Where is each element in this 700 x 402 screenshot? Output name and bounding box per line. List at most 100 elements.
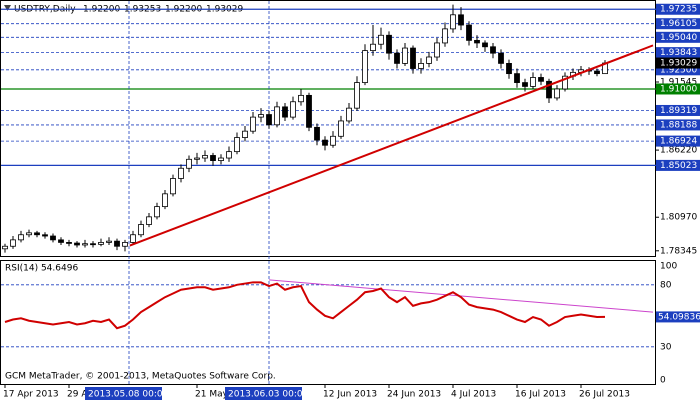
rsi-tick-label: 80 xyxy=(660,280,672,290)
candle-body xyxy=(282,106,288,118)
current-price-label: 1.93029 xyxy=(660,59,697,69)
candle-body xyxy=(530,77,536,87)
level-label-box xyxy=(656,3,700,15)
candle-body xyxy=(154,206,160,218)
x-tick-label: 26 Jul 2013 xyxy=(579,390,630,400)
candle-body xyxy=(18,234,24,241)
candle-body xyxy=(402,47,408,64)
current-price-box xyxy=(656,57,700,69)
candle-body xyxy=(58,239,64,243)
candle-body xyxy=(34,232,40,236)
x-tick-label: 21 May 2013 xyxy=(195,390,254,400)
rsi-title: RSI(14) 54.6496 xyxy=(5,264,78,274)
candle-body xyxy=(74,242,80,246)
x-tick-label: 4 Jul 2013 xyxy=(451,390,496,400)
candle-body xyxy=(378,34,384,45)
candle-body xyxy=(186,158,192,169)
rsi-tick-label: 0 xyxy=(660,376,666,386)
candle-body xyxy=(474,39,480,44)
candle-body xyxy=(314,126,320,141)
level-label: 1.88188 xyxy=(660,120,697,130)
crosshair-label: 2013.06.03 00:00 xyxy=(228,390,309,400)
panel-icon xyxy=(4,5,11,11)
y-tick-label: 1.78345 xyxy=(660,246,697,256)
level-label-box xyxy=(656,18,700,30)
candle-body xyxy=(26,232,32,236)
candle-body xyxy=(218,157,224,161)
crosshair-label: 2013.05.08 00:00 xyxy=(88,390,169,400)
y-tick-label: 1.86220 xyxy=(660,146,697,156)
candle-body xyxy=(2,245,8,250)
candle-body xyxy=(330,135,336,146)
candle-body xyxy=(178,167,184,179)
candle-body xyxy=(322,139,328,146)
candle-body xyxy=(466,24,472,41)
candle-body xyxy=(146,216,152,225)
level-label: 1.92500 xyxy=(660,65,697,75)
candle-body xyxy=(594,70,600,75)
level-label: 1.85023 xyxy=(660,161,697,171)
level-label: 1.89319 xyxy=(660,106,697,116)
candle-body xyxy=(210,155,216,161)
level-label-box xyxy=(656,83,700,95)
x-tick-label: 12 Jun 2013 xyxy=(323,390,377,400)
candle-body xyxy=(162,193,168,208)
candle-body xyxy=(306,94,312,128)
candle-body xyxy=(450,14,456,30)
y-tick-label: 1.80970 xyxy=(660,213,697,223)
candle-body xyxy=(506,63,512,75)
candle-body xyxy=(490,46,496,54)
candle-body xyxy=(66,242,72,244)
level-label-box xyxy=(656,31,700,43)
level-label-box xyxy=(656,119,700,131)
candle-body xyxy=(122,242,128,247)
level-label-box xyxy=(656,135,700,147)
candle-body xyxy=(290,101,296,118)
candle-body xyxy=(394,52,400,64)
level-label-box xyxy=(656,104,700,116)
candle-body xyxy=(354,82,360,109)
candle-body xyxy=(562,75,568,90)
candle-body xyxy=(482,42,488,48)
level-label: 1.91000 xyxy=(660,84,697,94)
candle-body xyxy=(170,178,176,195)
candle-body xyxy=(522,82,528,87)
candle-body xyxy=(362,50,368,83)
candle-body xyxy=(10,239,16,247)
candle-body xyxy=(50,235,56,241)
candle-body xyxy=(242,130,248,138)
level-label-box xyxy=(656,47,700,59)
candle-body xyxy=(130,234,136,243)
footer: GCM MetaTrader, © 2001-2013, MetaQuotes … xyxy=(5,372,276,382)
price-panel xyxy=(0,0,656,257)
candle-body xyxy=(338,120,344,137)
trendline xyxy=(129,44,654,247)
candle-body xyxy=(554,88,560,99)
candle-body xyxy=(426,56,432,64)
candle-body xyxy=(250,116,256,132)
level-label-box xyxy=(656,159,700,171)
x-tick-label: 24 Jun 2013 xyxy=(387,390,441,400)
rsi-trendline xyxy=(268,279,654,313)
level-label: 1.86924 xyxy=(660,137,697,147)
x-tick-label: 17 Apr 2013 xyxy=(3,390,59,400)
level-label: 1.93843 xyxy=(660,48,697,58)
level-label-box xyxy=(656,64,700,76)
crosshair-label-box xyxy=(85,387,162,400)
candle-body xyxy=(458,14,464,26)
candle-body xyxy=(114,240,120,247)
rsi-current-box xyxy=(656,311,700,323)
candle-body xyxy=(274,106,280,126)
rsi-line xyxy=(4,281,606,330)
rsi-current-label: 54.09836 xyxy=(658,312,700,322)
candle-body xyxy=(546,80,552,99)
candle-body xyxy=(106,240,112,243)
candle-body xyxy=(514,73,520,83)
candle-body xyxy=(386,34,392,54)
candle-body xyxy=(226,151,232,159)
candle-body xyxy=(442,28,448,44)
candle-body xyxy=(234,137,240,153)
level-label: 1.97235 xyxy=(660,5,697,15)
candle-body xyxy=(82,243,88,246)
